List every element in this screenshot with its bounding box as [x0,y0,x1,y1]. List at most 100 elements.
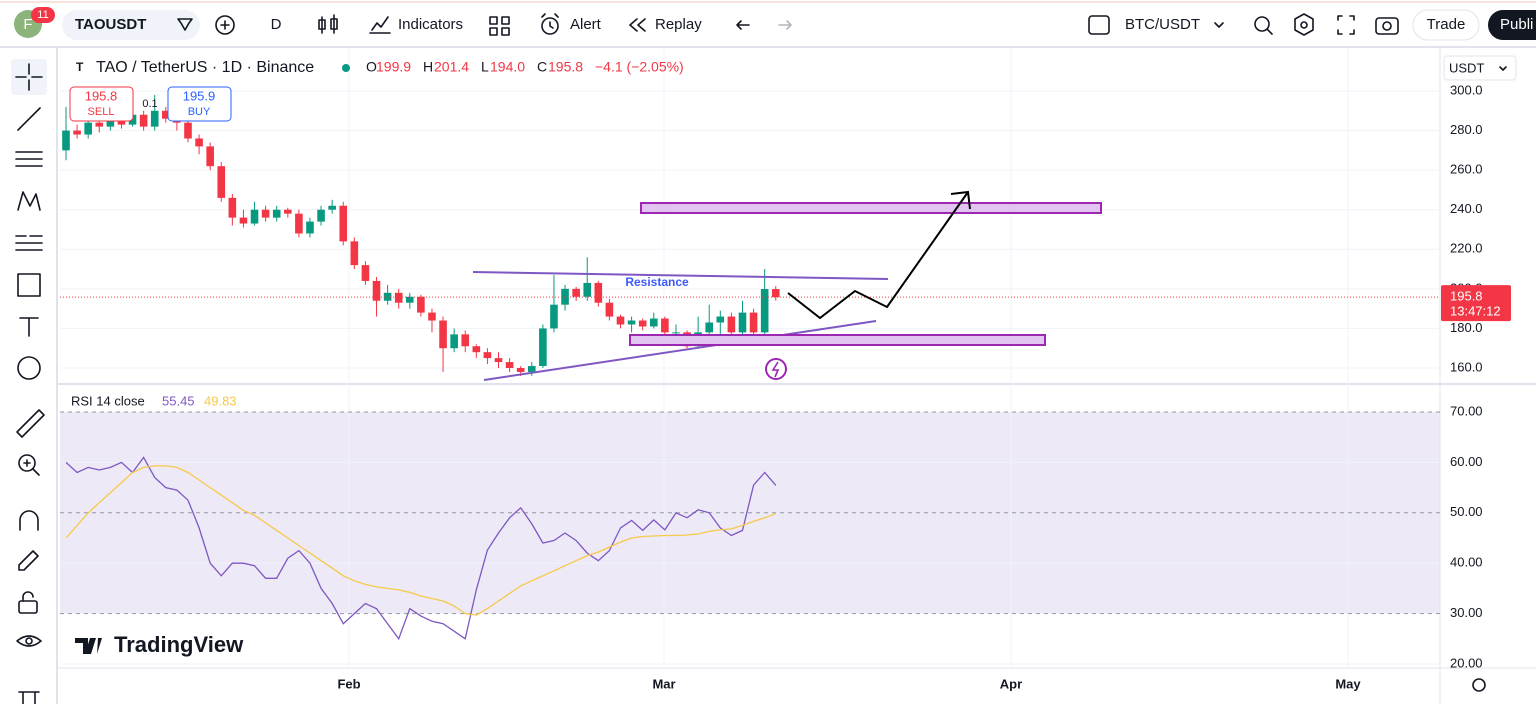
rsi-title: RSI 14 close [71,393,145,408]
rsi-tick-label: 30.00 [1450,605,1483,620]
axis-settings[interactable] [1472,678,1486,692]
layouts[interactable] [489,16,510,36]
trade-button[interactable] [1412,9,1480,41]
candle-body [361,265,370,281]
candle-body [150,110,159,127]
zoom-tool[interactable] [18,454,36,472]
price-tick-label: 300.0 [1450,82,1483,97]
projection-arrowhead [950,190,971,210]
support-zone[interactable] [629,334,1046,346]
tradingview-logo-mark [75,638,102,654]
candle-body [627,320,636,325]
resistance-line[interactable] [472,271,889,280]
publish: Publi [1500,16,1533,33]
candle-body [417,296,425,313]
candle-body [594,282,603,303]
lock-tool[interactable] [18,600,38,614]
draw-mode[interactable] [18,550,39,571]
last-price-tag [1441,285,1511,322]
candle-body [539,328,547,367]
candle-body [616,316,625,325]
delete-tool[interactable] [18,691,40,704]
fib-tool[interactable] [15,151,43,167]
symbol-icon [177,18,193,31]
time-label: May [1335,676,1361,691]
candle-body [705,322,714,333]
event-icon[interactable] [765,358,787,380]
rsi-line [65,465,777,616]
candle-body [195,138,203,147]
candle-body [206,146,214,167]
undo[interactable] [736,20,750,30]
replay[interactable]: Replay [655,16,702,33]
exchange-logo: T [76,60,84,74]
time-label: Feb [337,676,360,691]
screenshot[interactable] [1375,17,1399,35]
candle-body [139,114,148,127]
legend-text: 195.8 [548,59,583,75]
shape-tool[interactable] [17,273,41,297]
legend-text: C [537,59,547,75]
zoom-tool-detail [23,459,40,476]
price-tick-label: 160.0 [1450,359,1483,374]
time-label: Mar [652,676,675,691]
legend-text: H [423,59,433,75]
indicators[interactable]: Indicators [398,16,463,33]
notification-count: 11 [37,9,48,21]
magnet-tool[interactable] [19,510,39,531]
interval[interactable]: D [271,16,282,33]
symbol-search[interactable] [62,10,200,40]
rsi-tick-label: 40.00 [1450,555,1483,570]
projection-path[interactable] [787,191,969,320]
countdown: 13:47:12 [1450,304,1501,319]
legend: TAO / TetherUS · 1D · Binance O 199.9 H 201.… [96,59,684,77]
resistance-label[interactable]: Resistance [625,275,689,289]
rsi-line [65,456,777,641]
legend-text: TAO / TetherUS · 1D · Binance [96,59,314,76]
crosshair-active[interactable] [11,59,47,95]
candle-body [250,209,259,224]
compare-dropdown[interactable] [1214,22,1224,28]
chart-type[interactable] [318,14,338,34]
fullscreen[interactable] [1337,15,1355,35]
add-symbol[interactable] [215,15,235,35]
trend-line-tool[interactable] [17,107,41,131]
candle-body [162,110,170,119]
spread: 0.1 [142,98,157,110]
candle-body [572,288,580,297]
publish-button[interactable] [1488,10,1536,40]
alert-icon [541,17,559,35]
sell-button[interactable] [69,86,134,122]
pattern-tool[interactable] [17,191,41,211]
target-zone[interactable] [640,202,1102,214]
redo[interactable] [778,20,792,30]
ruler-tool[interactable] [16,409,45,438]
prediction-tool[interactable] [15,235,43,251]
alert[interactable]: Alert [570,16,602,33]
buy-label: BUY [188,106,211,118]
hide-tool[interactable] [16,635,42,647]
candle-body [472,346,481,353]
emoji-tool[interactable] [17,356,41,380]
candle-body [228,197,237,218]
candle-body [428,312,436,321]
buy-button[interactable] [167,86,232,122]
settings[interactable] [1294,13,1314,36]
legend-text: L [481,59,489,75]
currency: USDT [1449,60,1484,75]
compare-symbol[interactable]: BTC/USDT [1125,16,1200,33]
candle-body [295,213,303,234]
quick-search[interactable] [1254,16,1270,32]
drawings: Resistance [472,190,1102,381]
legend-text: −4.1 (−2.05%) [595,59,684,75]
indicators-icon [369,16,391,34]
candle-body [217,166,226,198]
screenshot-lens [1382,21,1392,31]
currency-select[interactable] [1443,55,1517,81]
text-tool[interactable] [19,317,39,337]
support-line[interactable] [483,320,877,381]
compare-checkbox[interactable] [1088,15,1110,35]
sell-label: SELL [88,106,115,118]
